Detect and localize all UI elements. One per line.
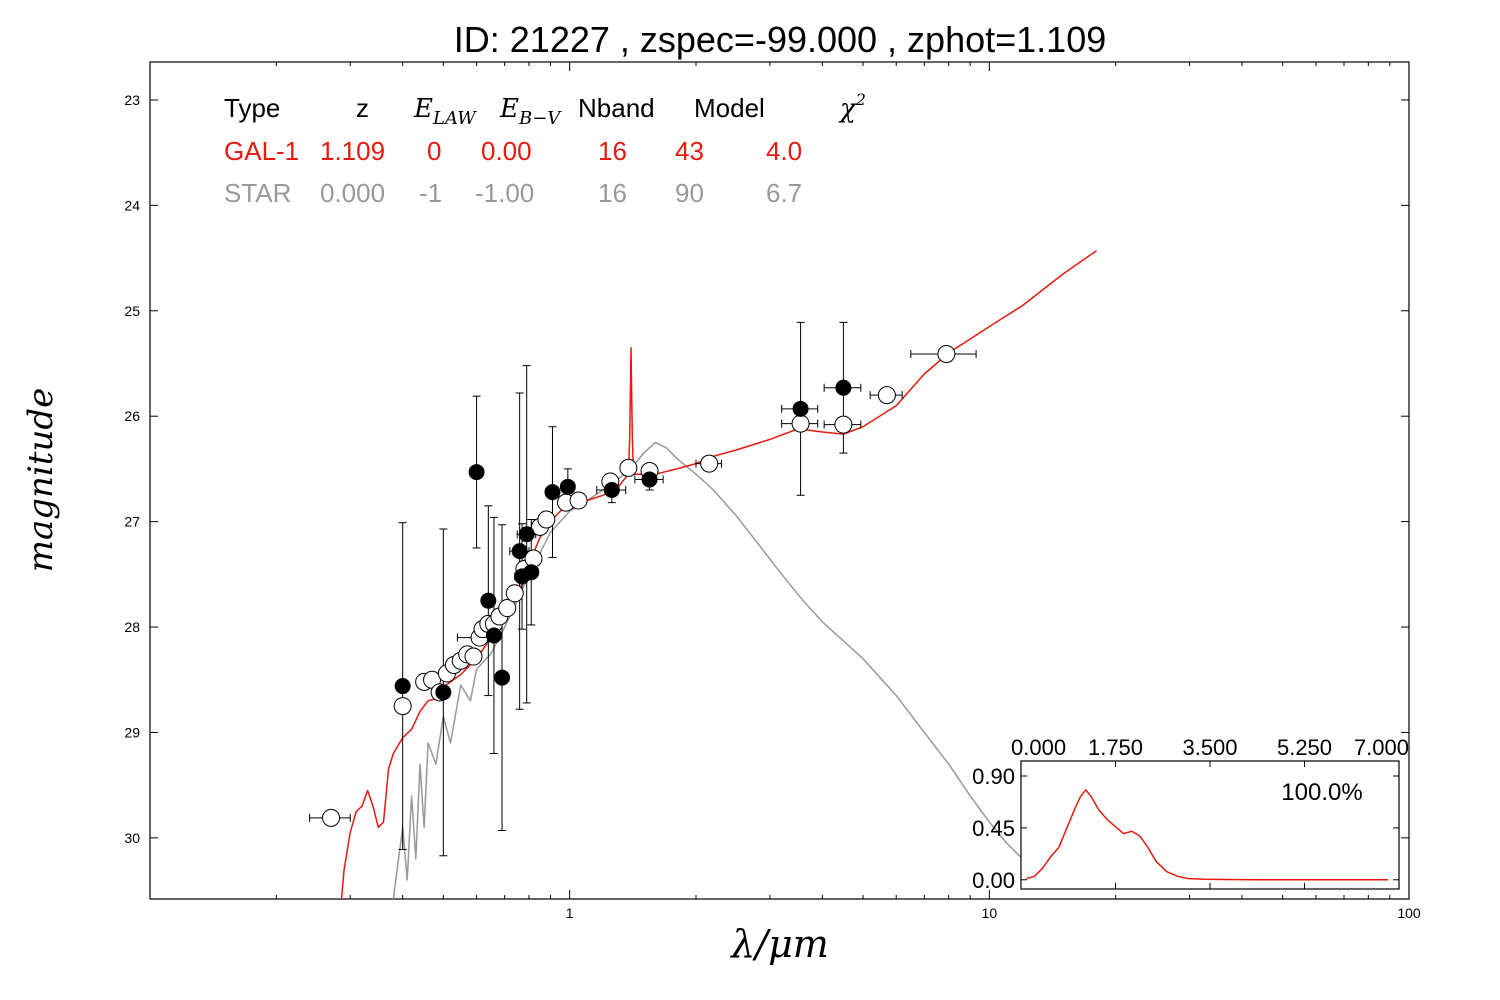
x-tick-label: 100 xyxy=(1397,905,1421,921)
y-tick-label: 28 xyxy=(124,619,140,635)
header-chi2-sup: 2 xyxy=(855,90,866,109)
star-type: STAR xyxy=(224,178,291,208)
model-point xyxy=(937,345,956,364)
gal-chi2: 4.0 xyxy=(766,136,802,166)
y-tick-label: 27 xyxy=(124,514,140,530)
inset-x-tick-label: 1.750 xyxy=(1088,735,1143,760)
star-nband: 16 xyxy=(598,178,627,208)
inset-annotation: 100.0% xyxy=(1281,779,1362,806)
header-nband: Nband xyxy=(578,93,655,123)
observed-photometry-points xyxy=(394,379,852,701)
inset-y-tick-label: 0.00 xyxy=(972,868,1015,893)
model-point xyxy=(498,599,517,618)
observed-point xyxy=(394,678,411,695)
inset-ticks: 0.000 1.750 3.500 5.250 7.000 0.00 0.45 0.90 xyxy=(972,735,1409,893)
model-point xyxy=(569,491,588,510)
x-tick-label: 1 xyxy=(566,905,574,921)
y-tick-label: 23 xyxy=(124,92,140,108)
model-point xyxy=(877,386,896,405)
model-point xyxy=(700,454,719,473)
star-z: 0.000 xyxy=(320,178,385,208)
fit-table: Type z ELAW EB−V Nband Model χ2 GAL-1 1.… xyxy=(224,90,866,208)
gal-model: 43 xyxy=(675,136,704,166)
observed-point xyxy=(603,481,620,498)
y-tick-label: 24 xyxy=(124,197,140,213)
fit-row-star: STAR 0.000 -1 -1.00 16 90 6.7 xyxy=(224,178,802,208)
header-chi2-symbol: χ xyxy=(838,94,858,124)
model-point xyxy=(393,697,412,716)
y-tick-label: 30 xyxy=(124,830,140,846)
pdz-curve xyxy=(1026,789,1389,881)
inset-frame xyxy=(1020,760,1400,890)
star-elaw: -1 xyxy=(419,178,442,208)
observed-point xyxy=(641,471,658,488)
header-ebv: EB−V xyxy=(499,94,562,129)
model-point xyxy=(505,584,524,603)
header-z: z xyxy=(356,93,369,123)
fit-row-gal: GAL-1 1.109 0 0.00 16 43 4.0 xyxy=(224,136,802,166)
inset-x-tick-label: 3.500 xyxy=(1182,735,1237,760)
gal-z: 1.109 xyxy=(320,136,385,166)
header-elaw: ELAW xyxy=(413,94,477,129)
x-axis-label: λ/μm xyxy=(729,922,829,966)
inset-y-tick-label: 0.90 xyxy=(972,764,1015,789)
inset-pdz-curve xyxy=(1026,789,1389,881)
star-model: 90 xyxy=(675,178,704,208)
header-chi2: χ2 xyxy=(838,90,866,124)
model-point xyxy=(834,415,853,434)
star-model-spectrum xyxy=(392,441,1024,900)
model-point xyxy=(537,510,556,529)
gal-type: GAL-1 xyxy=(224,136,299,166)
observed-point xyxy=(518,526,535,543)
model-point xyxy=(791,414,810,433)
pdz-inset: 0.000 1.750 3.500 5.250 7.000 0.00 0.45 0.90 10… xyxy=(972,735,1409,893)
star-chi2: 6.7 xyxy=(766,178,802,208)
gal-elaw: 0 xyxy=(427,136,441,166)
star-spectrum-line xyxy=(392,441,1024,900)
main-plot-frame xyxy=(149,61,1410,900)
observed-point xyxy=(511,543,528,560)
model-point xyxy=(322,808,341,827)
observed-point xyxy=(792,400,809,417)
star-ebv: -1.00 xyxy=(475,178,534,208)
y-axis-label: magnitude xyxy=(21,388,61,573)
header-ebv-e: E xyxy=(499,94,519,124)
y-tick-label: 29 xyxy=(124,724,140,740)
observed-point xyxy=(523,564,540,581)
observed-point xyxy=(494,669,511,686)
observed-point xyxy=(485,627,502,644)
observed-point xyxy=(435,684,452,701)
galaxy-model-spectrum xyxy=(340,250,1097,900)
model-point xyxy=(619,458,638,477)
observed-point xyxy=(835,379,852,396)
header-elaw-e: E xyxy=(413,94,433,124)
inset-y-tick-label: 0.45 xyxy=(972,816,1015,841)
y-tick-label: 25 xyxy=(124,303,140,319)
header-elaw-sub: LAW xyxy=(432,108,477,129)
observed-point xyxy=(544,484,561,501)
observed-point xyxy=(480,592,497,609)
header-ebv-sub: B−V xyxy=(518,108,562,129)
observed-point xyxy=(559,478,576,495)
model-point xyxy=(464,647,483,666)
x-tick-label: 10 xyxy=(982,905,998,921)
gal-nband: 16 xyxy=(598,136,627,166)
header-type: Type xyxy=(224,93,280,123)
galaxy-spectrum-line xyxy=(340,250,1097,900)
observed-point xyxy=(468,464,485,481)
header-model: Model xyxy=(694,93,765,123)
chart-title: ID: 21227 , zspec=-99.000 , zphot=1.109 xyxy=(454,19,1106,60)
model-photometry-points xyxy=(322,345,956,827)
inset-x-tick-label: 7.000 xyxy=(1354,735,1409,760)
inset-x-tick-label: 0.000 xyxy=(1011,735,1066,760)
inset-x-tick-label: 5.250 xyxy=(1277,735,1332,760)
error-bars xyxy=(309,321,977,857)
model-point xyxy=(524,549,543,568)
axis-ticks: 23 24 25 26 27 28 29 30 1 10 100 xyxy=(124,62,1421,921)
y-tick-label: 26 xyxy=(124,408,140,424)
gal-ebv: 0.00 xyxy=(481,136,532,166)
